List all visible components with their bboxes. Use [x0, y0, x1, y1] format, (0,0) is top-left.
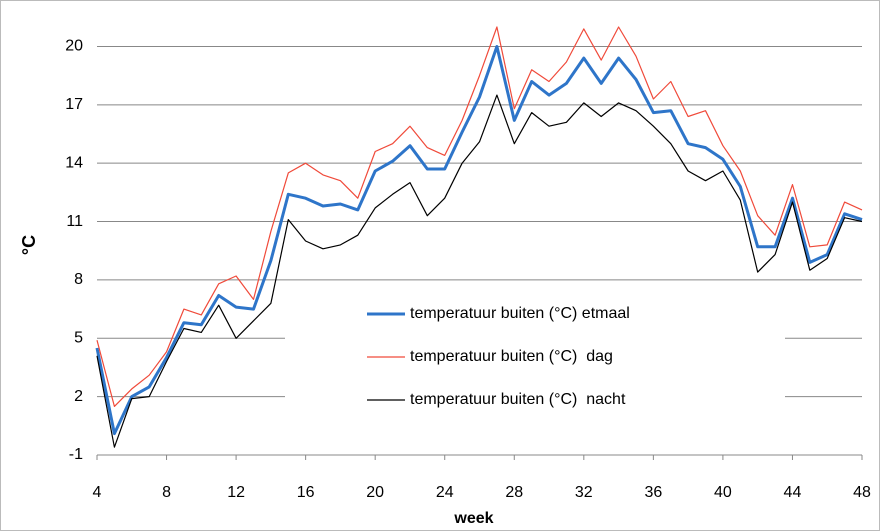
y-tick-label: 2 — [74, 388, 83, 405]
y-tick-label: 20 — [65, 38, 83, 55]
x-tick-label: 8 — [162, 484, 171, 501]
x-tick-label: 12 — [227, 484, 245, 501]
x-tick-label: 24 — [436, 484, 454, 501]
y-tick-label: 17 — [65, 96, 83, 113]
series-line — [95, 45, 863, 436]
legend-label: temperatuur buiten (°C) dag — [410, 348, 613, 365]
y-tick-label: 14 — [65, 154, 83, 171]
y-axis-label: °C — [19, 235, 39, 255]
x-axis-label: week — [453, 510, 493, 527]
x-tick-label: 40 — [714, 484, 732, 501]
x-tick-label: 16 — [297, 484, 315, 501]
y-tick-label: 8 — [74, 271, 83, 288]
legend-label: temperatuur buiten (°C) etmaal — [410, 305, 630, 322]
x-tick-label: 44 — [784, 484, 802, 501]
y-tick-label: 5 — [74, 329, 83, 346]
legend-label: temperatuur buiten (°C) nacht — [410, 391, 626, 408]
y-tick-label: 11 — [66, 213, 83, 230]
x-tick-label: 4 — [93, 484, 102, 501]
series-line — [96, 26, 863, 407]
x-tick-label: 48 — [853, 484, 871, 501]
series-line — [96, 94, 863, 448]
x-tick-label: 36 — [644, 484, 662, 501]
x-tick-label: 28 — [505, 484, 523, 501]
x-tick-label: 32 — [575, 484, 593, 501]
y-tick-label: -1 — [69, 446, 83, 463]
x-tick-label: 20 — [366, 484, 384, 501]
